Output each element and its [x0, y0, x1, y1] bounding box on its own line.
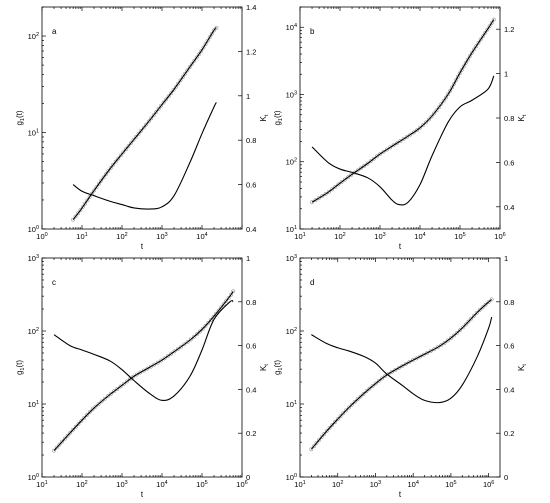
x-tick-label: 103: [156, 232, 167, 241]
y-right-tick-label: 0: [246, 473, 250, 482]
kt-series-line: [311, 316, 493, 404]
y-right-tick-label: 0.4: [504, 203, 514, 212]
x-tick-label: 105: [454, 232, 465, 241]
g1-series-line: [53, 290, 234, 451]
y-right-tick-label: 0.6: [504, 158, 514, 167]
y-right-tick-label: 1.4: [246, 3, 256, 12]
y-right-tick-label: 0.4: [246, 225, 256, 234]
y-left-tick-label: 101: [28, 400, 39, 409]
y-right-tick-label: 0.4: [504, 385, 514, 394]
y-left-tick-label: 100: [28, 473, 39, 482]
y-left-tick-label: 101: [28, 129, 39, 138]
y-right-tick-label: 0.8: [504, 114, 514, 123]
plot-frame: [41, 257, 243, 478]
x-tick-label: 104: [156, 480, 167, 489]
y-left-axis-label: g1(t): [15, 360, 26, 375]
g1-series-line: [311, 19, 495, 203]
x-axis-label: t: [399, 490, 402, 499]
x-axis-label: t: [141, 490, 144, 499]
y-right-tick-label: 1.2: [504, 25, 514, 34]
panel-label: d: [310, 278, 314, 287]
y-right-tick-label: 1: [246, 254, 250, 263]
y-left-tick-label: 101: [286, 225, 297, 234]
y-right-tick-label: 0.8: [246, 136, 256, 145]
x-tick-label: 105: [196, 480, 207, 489]
plot-frame: [299, 257, 501, 478]
x-tick-label: 101: [36, 480, 47, 489]
x-tick-label: 102: [116, 232, 127, 241]
x-tick-label: 105: [445, 480, 456, 489]
g1-series-line: [72, 27, 217, 220]
y-right-tick-label: 0.6: [246, 181, 256, 190]
y-right-tick-label: 0.4: [246, 385, 256, 394]
chart-panel-b: 101 102 103 104 105 106 101 102 103 104 0.4 0.6 0.8 1…: [273, 6, 528, 251]
panel-label: c: [52, 278, 56, 287]
x-tick-label: 102: [76, 480, 87, 489]
chart-panel-c: 101 102 103 104 105 10610010110210300.20.40.6…: [15, 254, 270, 499]
y-right-tick-label: 1: [504, 70, 508, 79]
x-tick-label: 106: [236, 480, 247, 489]
x-axis-label: t: [399, 242, 402, 251]
y-right-tick-label: 0.8: [246, 298, 256, 307]
y-right-tick-label: 0.2: [246, 429, 256, 438]
y-left-tick-label: 102: [28, 327, 39, 336]
y-left-tick-label: 100: [28, 225, 39, 234]
y-left-tick-label: 102: [286, 327, 297, 336]
y-left-tick-label: 103: [286, 254, 297, 263]
kt-series-line: [53, 299, 234, 401]
x-tick-label: 103: [370, 480, 381, 489]
x-tick-label: 106: [483, 480, 494, 489]
y-left-tick-label: 100: [286, 473, 297, 482]
chart-panel-a: 100 101 102 103 104 100 101 102 0.4 0.6 0.8 1 1.2 1.4…: [15, 3, 270, 251]
panel-label: b: [310, 27, 315, 36]
y-right-tick-label: 1: [504, 254, 508, 263]
x-axis-label: t: [141, 242, 144, 251]
y-left-tick-label: 102: [286, 158, 297, 167]
y-right-tick-label: 0.6: [246, 342, 256, 351]
x-tick-label: 106: [494, 232, 505, 241]
x-tick-label: 104: [196, 232, 207, 241]
y-right-axis-label: Kt: [259, 364, 270, 371]
y-left-axis-label: g1(t): [15, 110, 26, 125]
y-right-tick-label: 0.6: [504, 342, 514, 351]
y-left-tick-label: 103: [28, 254, 39, 263]
x-tick-label: 104: [407, 480, 418, 489]
y-right-axis-label: Kt: [259, 114, 270, 121]
y-left-tick-label: 103: [286, 90, 297, 99]
y-left-tick-label: 101: [286, 400, 297, 409]
x-tick-label: 100: [36, 232, 47, 241]
x-tick-label: 103: [374, 232, 385, 241]
x-tick-label: 102: [334, 232, 345, 241]
plot-frame: [41, 6, 243, 230]
panel-label: a: [52, 27, 57, 36]
y-right-tick-label: 1: [246, 92, 250, 101]
y-right-axis-label: Kt: [517, 364, 528, 371]
y-left-axis-label: g1(t): [273, 110, 284, 125]
x-tick-label: 103: [116, 480, 127, 489]
x-tick-label: 104: [414, 232, 425, 241]
x-tick-label: 101: [294, 480, 305, 489]
x-tick-label: 101: [294, 232, 305, 241]
g1-series-line: [310, 299, 492, 450]
x-tick-label: 101: [76, 232, 87, 241]
kt-series-line: [72, 102, 217, 210]
y-left-tick-label: 104: [286, 23, 297, 32]
y-left-tick-label: 102: [28, 32, 39, 41]
chart-panel-d: 101 102 103 104 105 10610010110210300.20.40.6…: [273, 254, 528, 499]
y-right-tick-label: 0: [504, 473, 508, 482]
kt-series-line: [311, 75, 495, 206]
x-tick-label: 102: [332, 480, 343, 489]
y-right-tick-label: 0.8: [504, 298, 514, 307]
plot-frame: [299, 6, 501, 230]
y-right-tick-label: 1.2: [246, 47, 256, 56]
y-right-axis-label: Kt: [517, 114, 528, 121]
y-right-tick-label: 0.2: [504, 429, 514, 438]
y-left-axis-label: g1(t): [273, 360, 284, 375]
